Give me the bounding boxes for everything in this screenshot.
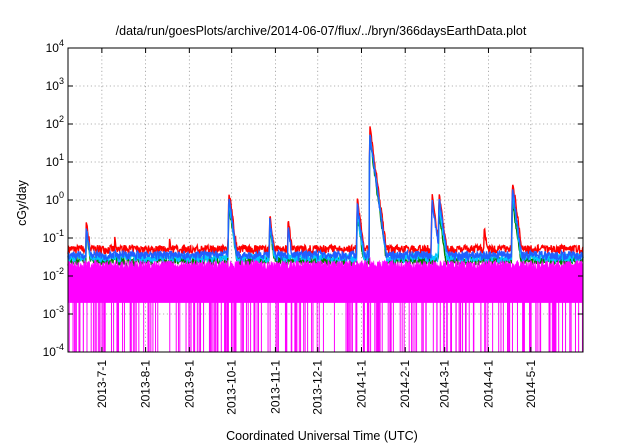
- series-line: [67, 134, 584, 263]
- x-tick-label: 2014-3-1: [438, 360, 452, 408]
- series-dropouts: [68, 302, 583, 352]
- series-line: [67, 134, 584, 265]
- y-tick-label: 10-1: [43, 228, 64, 245]
- x-tick-label: 2014-4-1: [481, 360, 495, 408]
- x-tick-label: 2013-8-1: [139, 360, 153, 408]
- y-axis-label: cGy/day: [15, 179, 29, 226]
- x-tick-label: 2013-10-1: [225, 360, 239, 415]
- x-tick-label: 2014-2-1: [398, 360, 412, 408]
- y-tick-label: 100: [46, 190, 64, 207]
- x-axis-label: Coordinated Universal Time (UTC): [226, 429, 418, 443]
- x-tick-label: 2013-9-1: [182, 360, 196, 408]
- y-tick-label: 10-4: [43, 342, 64, 359]
- y-tick-label: 104: [46, 38, 64, 55]
- x-tick-label: 2014-5-1: [524, 360, 538, 408]
- series-4: [67, 134, 584, 263]
- x-tick-label: 2013-11-1: [268, 360, 282, 414]
- x-tick-label: 2013-7-1: [95, 360, 109, 408]
- x-axis-ticks: 2013-7-1 2013-8-1 2013-9-1 2013-10-1 2013-11…: [95, 48, 538, 415]
- series-5: [67, 257, 584, 352]
- grid-lines: [68, 48, 583, 352]
- y-tick-label: 10-2: [43, 266, 64, 283]
- y-axis-ticks: 10-4 10-3 10-2 10-1 100 101 102 103 104: [43, 38, 583, 359]
- series-3: [67, 134, 584, 265]
- y-tick-label: 102: [46, 114, 64, 131]
- x-tick-label: 2013-12-1: [311, 360, 325, 415]
- y-tick-label: 101: [46, 152, 64, 169]
- plot-area: [67, 126, 584, 352]
- y-tick-label: 10-3: [43, 304, 64, 321]
- chart-title: /data/run/goesPlots/archive/2014-06-07/f…: [116, 24, 527, 38]
- x-tick-label: 2014-1-1: [354, 360, 368, 408]
- series-band: [67, 257, 584, 303]
- y-tick-label: 103: [46, 76, 64, 93]
